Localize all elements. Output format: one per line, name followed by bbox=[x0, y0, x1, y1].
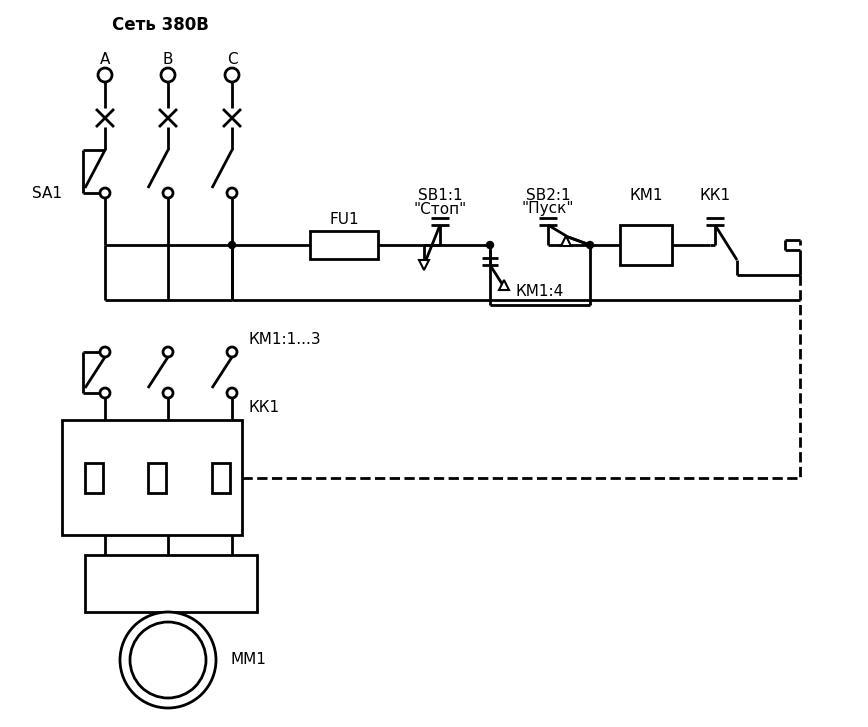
Bar bbox=[212, 462, 230, 492]
Bar bbox=[310, 231, 378, 259]
Text: В: В bbox=[163, 52, 174, 68]
Circle shape bbox=[100, 347, 110, 357]
Circle shape bbox=[227, 188, 237, 198]
Text: КМ1:1...3: КМ1:1...3 bbox=[248, 332, 320, 348]
Circle shape bbox=[587, 241, 594, 249]
Text: SB2:1: SB2:1 bbox=[526, 188, 570, 203]
Circle shape bbox=[227, 388, 237, 398]
Polygon shape bbox=[561, 236, 571, 246]
Bar bbox=[85, 462, 103, 492]
Circle shape bbox=[98, 68, 112, 82]
Circle shape bbox=[227, 347, 237, 357]
Circle shape bbox=[130, 622, 206, 698]
Text: С: С bbox=[227, 52, 237, 68]
Bar bbox=[62, 420, 242, 535]
Text: "Пуск": "Пуск" bbox=[522, 201, 575, 217]
Circle shape bbox=[163, 388, 173, 398]
Circle shape bbox=[228, 241, 235, 249]
Text: А: А bbox=[100, 52, 110, 68]
Text: SA1: SA1 bbox=[32, 185, 62, 201]
Polygon shape bbox=[419, 260, 429, 270]
Circle shape bbox=[100, 188, 110, 198]
Text: FU1: FU1 bbox=[329, 212, 358, 227]
Text: КМ1: КМ1 bbox=[629, 188, 663, 203]
Bar bbox=[620, 225, 672, 265]
Polygon shape bbox=[499, 280, 509, 290]
Text: КМ1:4: КМ1:4 bbox=[516, 284, 564, 300]
Bar bbox=[148, 462, 166, 492]
Circle shape bbox=[163, 347, 173, 357]
Circle shape bbox=[225, 68, 239, 82]
Circle shape bbox=[486, 241, 494, 249]
Circle shape bbox=[100, 388, 110, 398]
Text: SB1:1: SB1:1 bbox=[418, 188, 463, 203]
Bar bbox=[85, 555, 257, 612]
Circle shape bbox=[161, 68, 175, 82]
Text: ММ1: ММ1 bbox=[231, 653, 266, 667]
Text: "Стоп": "Стоп" bbox=[413, 201, 467, 217]
Text: КК1: КК1 bbox=[248, 401, 279, 416]
Circle shape bbox=[120, 612, 216, 708]
Text: КК1: КК1 bbox=[700, 188, 731, 203]
Text: Сеть 380В: Сеть 380В bbox=[112, 16, 208, 34]
Circle shape bbox=[163, 188, 173, 198]
